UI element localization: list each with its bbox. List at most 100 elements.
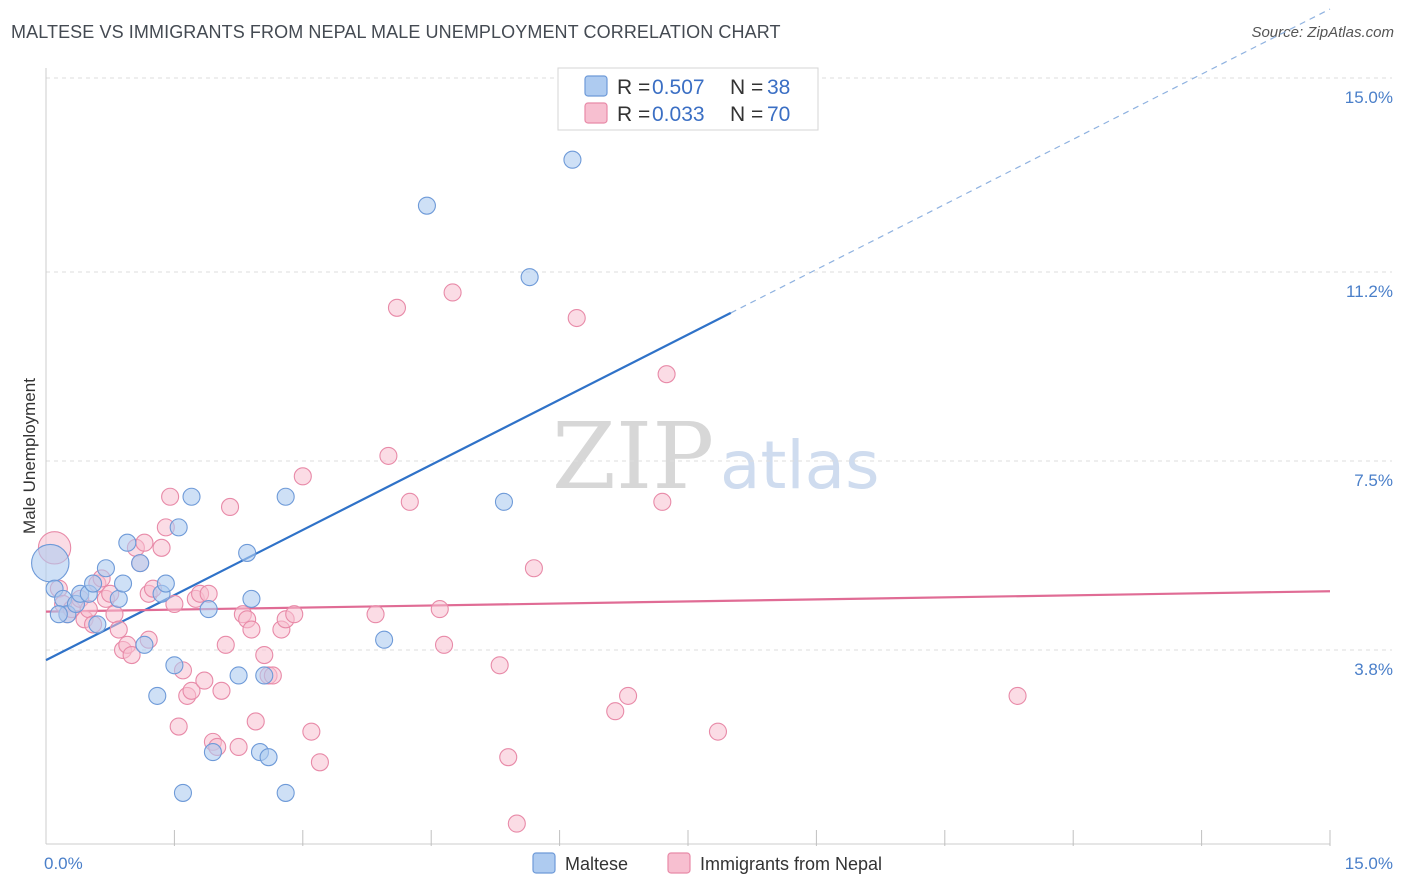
nepal-point-51: [285, 605, 304, 624]
maltese-point-20: [173, 783, 193, 802]
nepal-trend-group: [45, 590, 1331, 613]
nepal-point-26: [161, 487, 180, 506]
legend-r-label-nepal: R =: [617, 103, 650, 126]
x-tick-label-right: 15.0%: [1345, 854, 1393, 873]
source-credit: Source: ZipAtlas.com: [1251, 24, 1394, 41]
nepal-point-45: [246, 712, 265, 731]
maltese-point-36: [563, 150, 582, 169]
nepal-point-58: [400, 492, 419, 511]
legend-n-label-maltese: N =: [730, 76, 763, 99]
nepal-point-17: [122, 646, 141, 665]
nepal-point-62: [490, 656, 509, 675]
bottom-legend: Maltese Immigrants from Nepal: [532, 852, 882, 874]
nepal-point-55: [366, 605, 385, 624]
nepal-point-14: [109, 620, 128, 639]
maltese-point-31: [276, 487, 295, 506]
bottom-legend-label-maltese: Maltese: [565, 854, 628, 874]
maltese-point-32: [375, 630, 394, 649]
maltese-point-12: [118, 533, 137, 552]
maltese-point-8: [88, 615, 107, 634]
maltese-point-10: [109, 589, 128, 608]
bottom-legend-swatch-maltese: [532, 852, 556, 874]
nepal-point-67: [606, 702, 625, 721]
nepal-point-72: [1008, 686, 1027, 705]
nepal-point-59: [430, 600, 449, 619]
maltese-point-9: [96, 559, 115, 578]
watermark-atlas: atlas: [720, 427, 880, 504]
nepal-point-39: [216, 635, 235, 654]
y-tick-label-3: 15.0%: [1345, 88, 1393, 107]
watermark-zip: ZIP: [552, 403, 714, 510]
maltese-point-29: [259, 748, 278, 767]
grid-lines: [46, 77, 1392, 651]
nepal-point-34: [195, 671, 214, 690]
nepal-point-31: [182, 681, 201, 700]
maltese-point-22: [199, 600, 218, 619]
maltese-point-0: [31, 543, 70, 583]
maltese-trend-extension: [730, 8, 1331, 314]
maltese-point-19: [169, 518, 188, 537]
maltese-point-21: [182, 487, 201, 506]
nepal-point-35: [199, 584, 218, 603]
nepal-point-13: [105, 605, 124, 624]
nepal-point-57: [387, 298, 407, 317]
maltese-point-34: [494, 492, 514, 511]
nepal-point-63: [499, 748, 518, 767]
legend-n-value-maltese: 38: [767, 76, 790, 99]
maltese-point-17: [156, 574, 175, 593]
nepal-point-53: [302, 722, 321, 741]
maltese-point-14: [135, 635, 154, 654]
maltese-points: [31, 150, 582, 802]
nepal-point-20: [135, 533, 154, 552]
chart-title: MALTESE VS IMMIGRANTS FROM NEPAL MALE UN…: [11, 22, 781, 42]
x-tick-label-left: 0.0%: [44, 854, 83, 873]
maltese-point-25: [238, 543, 257, 562]
y-tick-label-0: 3.8%: [1354, 660, 1393, 679]
nepal-point-70: [657, 365, 676, 384]
bottom-legend-label-nepal: Immigrants from Nepal: [700, 854, 882, 874]
nepal-point-41: [229, 737, 248, 757]
maltese-point-24: [229, 666, 248, 685]
nepal-point-56: [379, 446, 398, 465]
maltese-point-37: [49, 605, 68, 624]
nepal-point-27: [165, 594, 184, 614]
legend-n-value-nepal: 70: [767, 103, 790, 126]
nepal-point-44: [242, 620, 261, 639]
nepal-point-46: [255, 646, 274, 665]
nepal-point-38: [212, 681, 231, 700]
maltese-point-18: [165, 656, 184, 675]
y-tick-label-1: 7.5%: [1354, 471, 1393, 490]
legend-r-value-maltese: 0.507: [652, 76, 705, 99]
nepal-point-65: [524, 559, 543, 578]
maltese-point-23: [203, 743, 222, 762]
legend-swatch-maltese: [584, 75, 608, 97]
nepal-point-64: [507, 814, 526, 833]
y-tick-labels: 3.8% 7.5% 11.2% 15.0%: [1345, 88, 1393, 679]
maltese-point-7: [84, 574, 103, 593]
legend-r-label-maltese: R =: [617, 76, 650, 99]
nepal-trend-line: [45, 590, 1331, 613]
axes: [45, 68, 1331, 846]
nepal-point-66: [567, 308, 586, 328]
nepal-points: [37, 283, 1027, 833]
y-tick-label-2: 11.2%: [1346, 282, 1393, 301]
maltese-point-11: [113, 574, 133, 593]
nepal-point-28: [169, 717, 188, 736]
maltese-point-13: [131, 554, 150, 573]
maltese-point-15: [148, 686, 167, 705]
legend-n-label-nepal: N =: [730, 103, 763, 126]
maltese-point-30: [276, 783, 295, 802]
legend-swatch-nepal: [584, 102, 608, 124]
maltese-point-26: [242, 589, 261, 608]
nepal-point-61: [443, 283, 462, 302]
nepal-point-40: [220, 497, 240, 517]
nepal-point-54: [310, 753, 329, 772]
nepal-point-69: [653, 492, 672, 511]
nepal-point-24: [152, 538, 171, 557]
nepal-point-71: [708, 722, 728, 741]
maltese-point-33: [417, 196, 436, 215]
maltese-point-35: [520, 268, 539, 287]
nepal-point-68: [619, 686, 638, 705]
y-axis-label: Male Unemployment: [20, 378, 39, 534]
